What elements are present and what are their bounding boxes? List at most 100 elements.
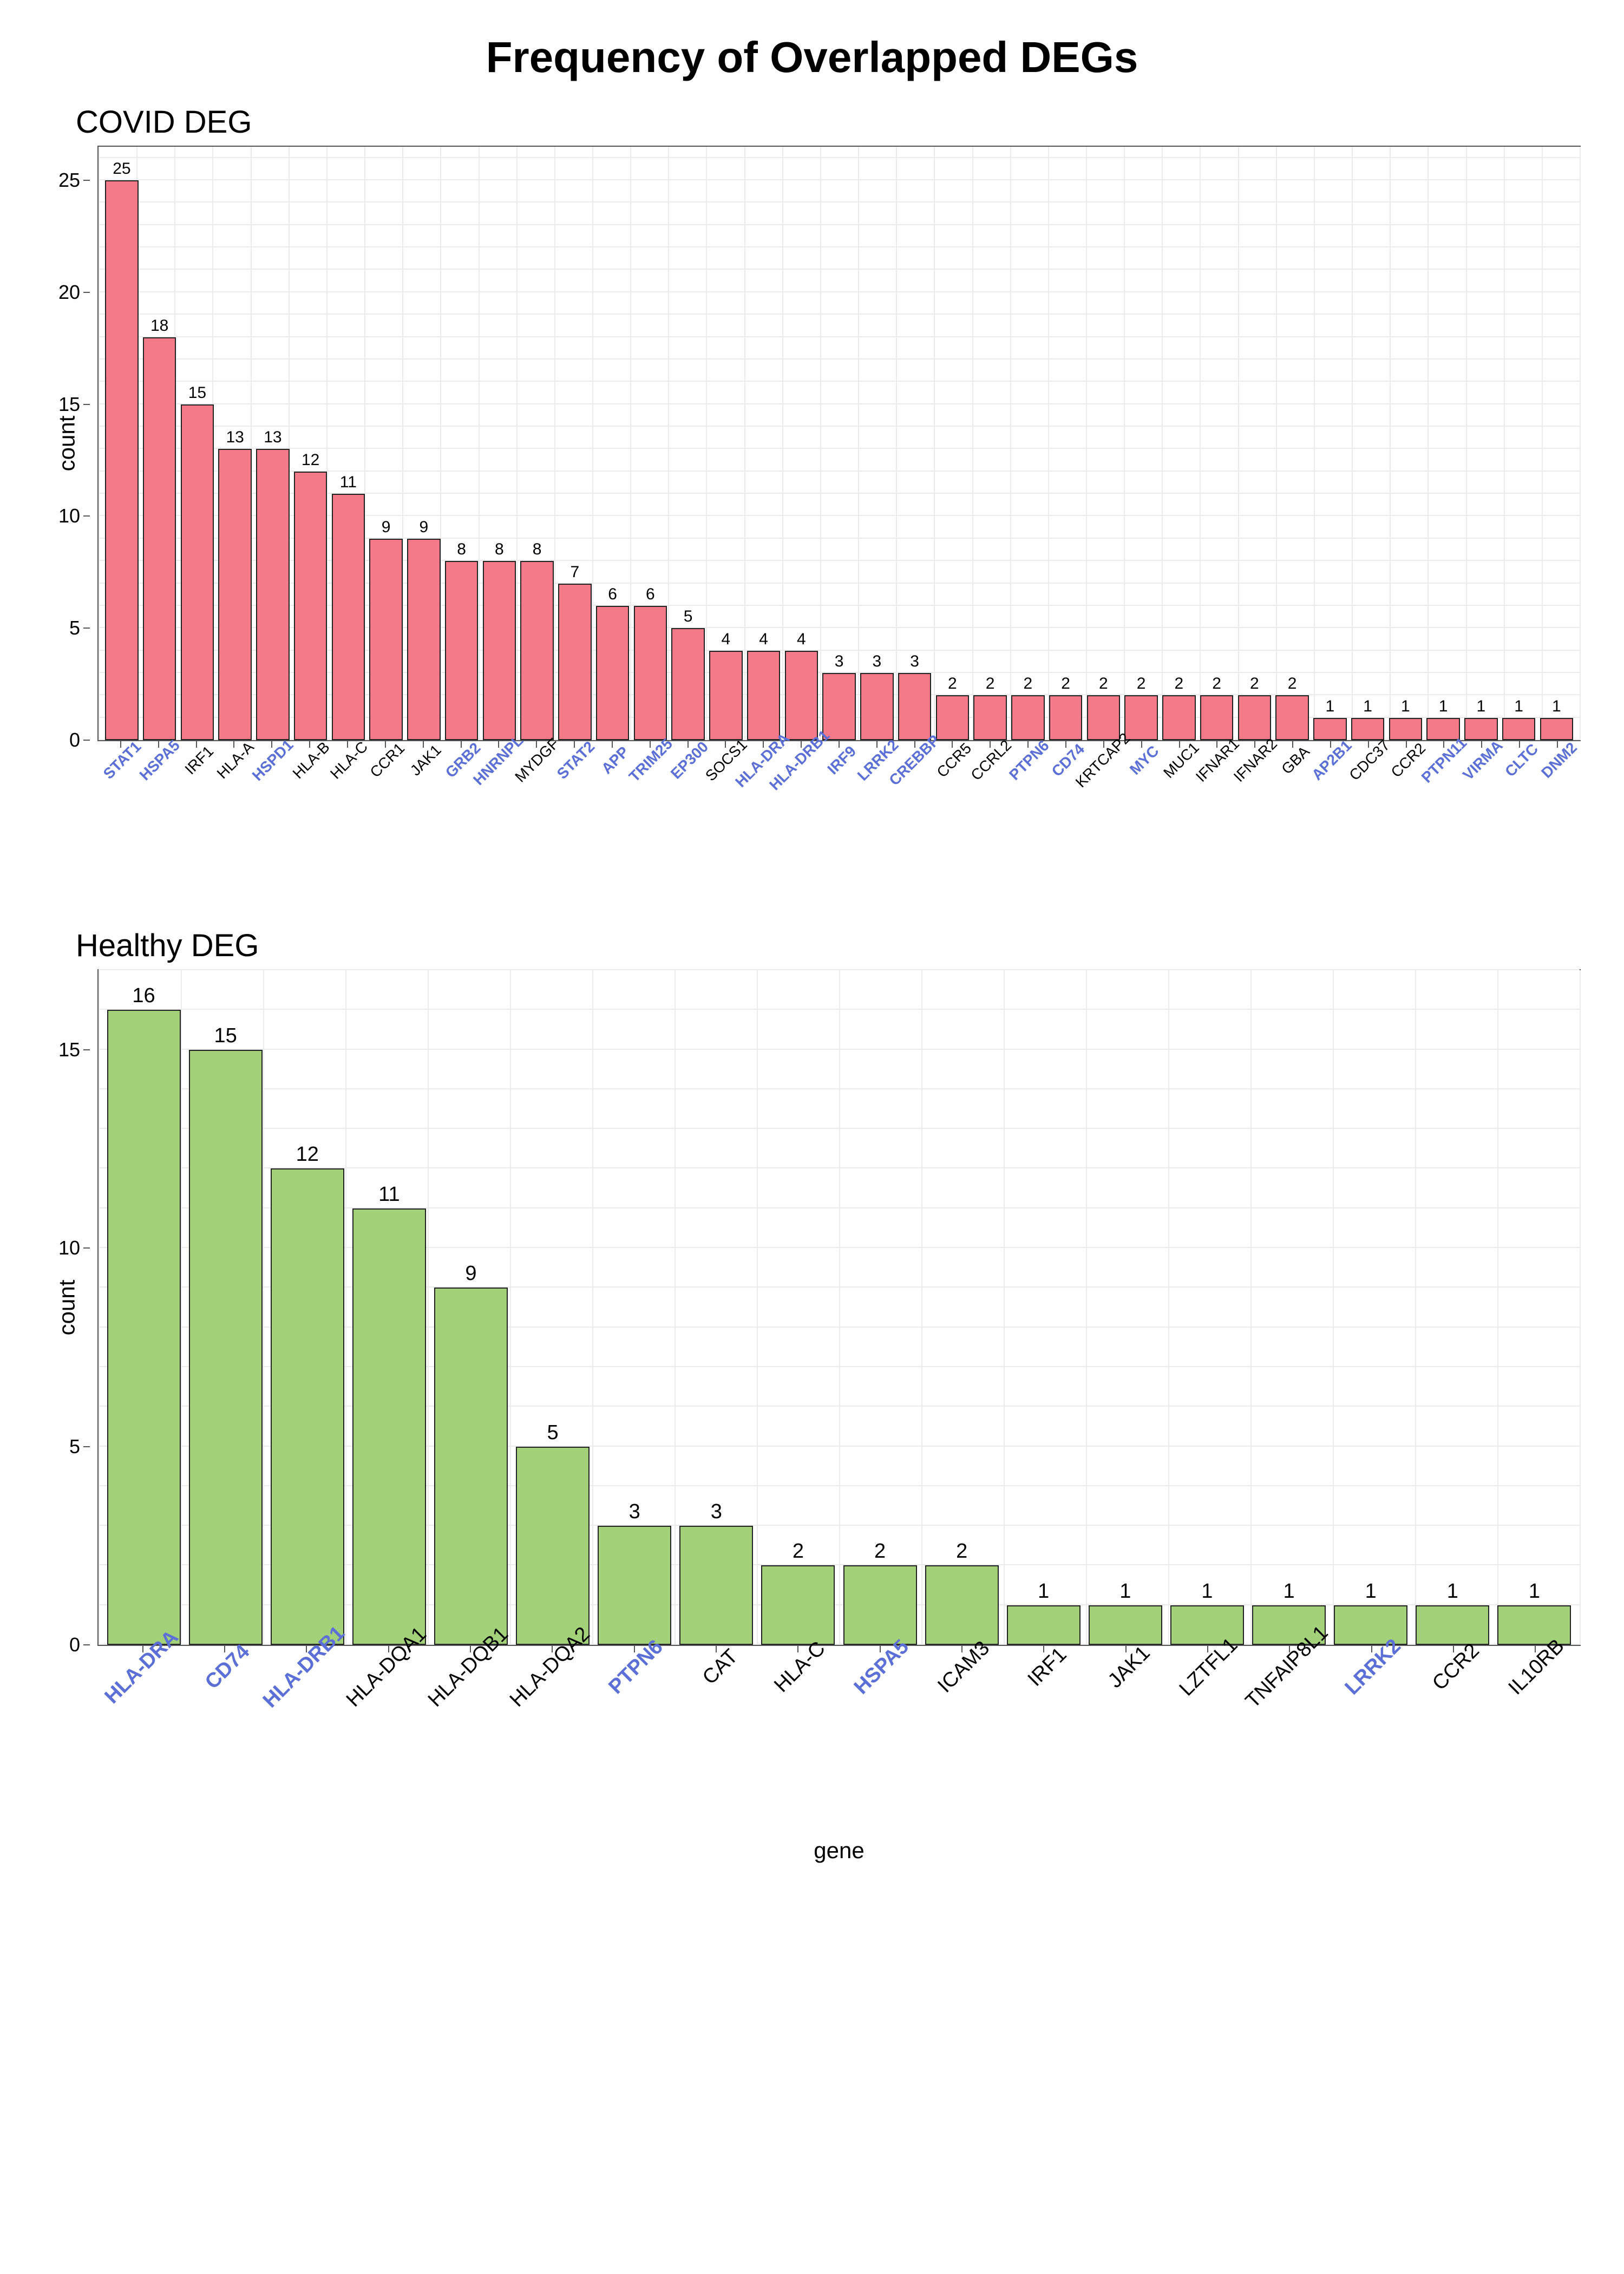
bar-value-label: 1 [1447, 1580, 1458, 1603]
panel-0: COVID DEG0510152025count2518151313121199… [22, 104, 1602, 895]
bar-value-label: 25 [113, 160, 130, 178]
bar [256, 449, 289, 740]
bar [143, 337, 176, 740]
bar-slot: 3 [594, 970, 676, 1645]
bar-slot: 15 [179, 147, 217, 740]
x-axis-title: gene [97, 1838, 1581, 1864]
bar-slot: 2 [1047, 147, 1085, 740]
panel-title: Healthy DEG [76, 927, 1602, 964]
bar-value-label: 9 [465, 1262, 476, 1285]
bar-slot: 4 [745, 147, 783, 740]
bar [671, 628, 704, 740]
x-tick-mark [574, 741, 575, 748]
bar-value-label: 7 [571, 563, 580, 581]
x-tick-mark [347, 741, 348, 748]
bar-value-label: 2 [1024, 675, 1033, 693]
x-tick-mark [612, 741, 613, 748]
y-tick-mark [83, 1644, 90, 1645]
bar [1011, 695, 1044, 740]
x-tick-mark [1254, 741, 1255, 748]
bar-slot: 3 [820, 147, 858, 740]
bar [181, 404, 214, 740]
x-tick-mark [952, 741, 953, 748]
x-tick-mark [1043, 1646, 1044, 1652]
bar-slot: 2 [1009, 147, 1047, 740]
bar-value-label: 1 [1552, 697, 1561, 716]
bar [1464, 718, 1497, 740]
bar-value-label: 3 [711, 1500, 722, 1524]
bar [218, 449, 251, 740]
bar [747, 651, 780, 740]
bar [1540, 718, 1573, 740]
bar-value-label: 4 [797, 630, 806, 649]
x-tick-mark [725, 741, 726, 748]
bar-slot: 1 [1248, 970, 1330, 1645]
bar [434, 1288, 508, 1645]
bar-slot: 1 [1424, 147, 1462, 740]
x-tick-mark [839, 741, 840, 748]
bar-slot: 1 [1330, 970, 1412, 1645]
x-labels: HLA-DRACD74HLA-DRB1HLA-DQA1HLA-DQB1HLA-D… [97, 1659, 1581, 1832]
bar-value-label: 2 [986, 675, 995, 693]
x-tick-mark [461, 741, 462, 748]
bar-slot: 1 [1084, 970, 1166, 1645]
bar-slot: 6 [594, 147, 632, 740]
bar-slot: 1 [1412, 970, 1494, 1645]
x-tick-mark [309, 741, 310, 748]
bar-slot: 4 [707, 147, 745, 740]
bar-slot: 2 [839, 970, 921, 1645]
bar [516, 1447, 590, 1645]
bar [1049, 695, 1082, 740]
bar [445, 561, 478, 740]
y-tick-mark [83, 404, 90, 405]
bar-value-label: 8 [495, 540, 504, 559]
bar [1007, 1605, 1081, 1645]
bar-slot: 2 [1273, 147, 1311, 740]
bar-slot: 2 [1122, 147, 1160, 740]
x-tick-mark [716, 1646, 717, 1652]
bar-slot: 2 [1085, 147, 1123, 740]
bar-value-label: 11 [378, 1183, 400, 1206]
bar [1124, 695, 1157, 740]
bar [1389, 718, 1422, 740]
bar-slot: 7 [556, 147, 594, 740]
bar [596, 606, 629, 740]
y-tick-mark [83, 1446, 90, 1447]
bar [860, 673, 893, 740]
x-tick-mark [1481, 741, 1482, 748]
bar-value-label: 1 [1365, 1580, 1377, 1603]
bar [898, 673, 931, 740]
bar-slot: 6 [632, 147, 670, 740]
bar [843, 1565, 917, 1645]
x-tick-mark [1141, 741, 1142, 748]
bar [332, 494, 365, 740]
bar-value-label: 2 [1288, 675, 1297, 693]
bar-slot: 1 [1349, 147, 1387, 740]
bar [107, 1010, 181, 1645]
x-tick-mark [1216, 741, 1217, 748]
bar [1334, 1605, 1407, 1645]
bar-value-label: 15 [188, 384, 206, 402]
x-tick-mark [196, 741, 197, 748]
bar-value-label: 6 [646, 585, 655, 604]
x-tick-mark [1443, 741, 1444, 748]
y-axis-title: count [54, 1280, 80, 1336]
bar [1497, 1605, 1571, 1645]
x-label: IRF1 [181, 743, 217, 779]
x-tick-mark [224, 1646, 225, 1652]
bar [1275, 695, 1308, 740]
bar-value-label: 2 [1250, 675, 1259, 693]
bar-slot: 2 [1198, 147, 1236, 740]
y-tick-mark [83, 515, 90, 517]
bar-slot: 13 [254, 147, 292, 740]
y-tick-mark [83, 628, 90, 629]
bar [761, 1565, 835, 1645]
bar-value-label: 1 [1363, 697, 1372, 716]
bar-slot: 5 [669, 147, 707, 740]
bar-value-label: 1 [1529, 1580, 1540, 1603]
bar-value-label: 11 [340, 473, 357, 492]
bar-slot: 9 [367, 147, 405, 740]
bar-value-label: 8 [533, 540, 542, 559]
x-tick-mark [233, 741, 234, 748]
bar [369, 539, 402, 740]
